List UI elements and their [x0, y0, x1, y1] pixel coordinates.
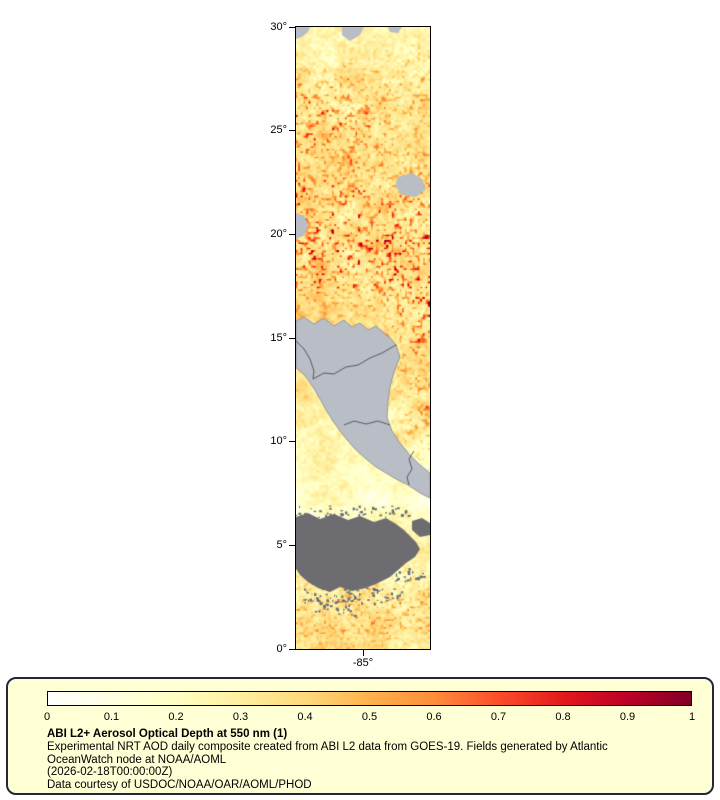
caption-title: ABI L2+ Aerosol Optical Depth at 550 nm … — [47, 728, 288, 740]
caption-timestamp: (2026-02-18T00:00:00Z) — [47, 766, 173, 779]
y-axis-tick-label: 15° — [270, 331, 287, 344]
y-axis-tick — [289, 441, 295, 443]
y-axis-tick — [289, 337, 295, 339]
aod-map-canvas — [296, 27, 430, 649]
y-axis-tick — [289, 26, 295, 28]
colorbar-tick-label: 0.7 — [490, 711, 507, 723]
colorbar-tick-label: 0.4 — [297, 711, 313, 723]
y-axis-tick-label: 5° — [276, 538, 287, 551]
colorbar-tick-label: 0.2 — [168, 711, 184, 723]
colorbar-tick-label: 0.6 — [426, 711, 442, 723]
y-axis-tick-label: 10° — [270, 435, 287, 448]
caption-credit: Data courtesy of USDOC/NOAA/OAR/AOML/PHO… — [47, 779, 312, 792]
colorbar-tick-label: 0.5 — [361, 711, 378, 723]
y-axis-tick-label: 20° — [270, 227, 287, 240]
map-plot-frame — [295, 26, 431, 650]
colorbar-tick-label: 1 — [688, 711, 696, 723]
x-axis-tick-label: -85° — [352, 657, 374, 669]
colorbar-legend-panel: ABI L2+ Aerosol Optical Depth at 550 nm … — [6, 677, 714, 795]
y-axis-tick-label: 25° — [270, 124, 287, 137]
x-axis-tick — [362, 650, 364, 656]
colorbar-tick-label: 0.9 — [619, 711, 636, 723]
y-axis-tick-label: 30° — [270, 20, 287, 33]
y-axis-tick — [289, 648, 295, 650]
y-axis-tick — [289, 544, 295, 546]
caption-description-line-2: OceanWatch node at NOAA/AOML — [47, 753, 227, 766]
colorbar-tick-label: 0.8 — [555, 711, 571, 723]
caption-description-line-1: Experimental NRT AOD daily composite cre… — [47, 740, 608, 753]
y-axis-tick — [289, 130, 295, 132]
colorbar-tick-label: 0.3 — [232, 711, 249, 723]
colorbar-gradient — [47, 691, 692, 706]
caption-block: ABI L2+ Aerosol Optical Depth at 550 nm … — [47, 728, 697, 792]
y-axis-tick — [289, 233, 295, 235]
colorbar-tick-label: 0.1 — [103, 711, 120, 723]
colorbar-tick-label: 0 — [43, 711, 51, 723]
y-axis-tick-label: 0° — [276, 642, 287, 655]
